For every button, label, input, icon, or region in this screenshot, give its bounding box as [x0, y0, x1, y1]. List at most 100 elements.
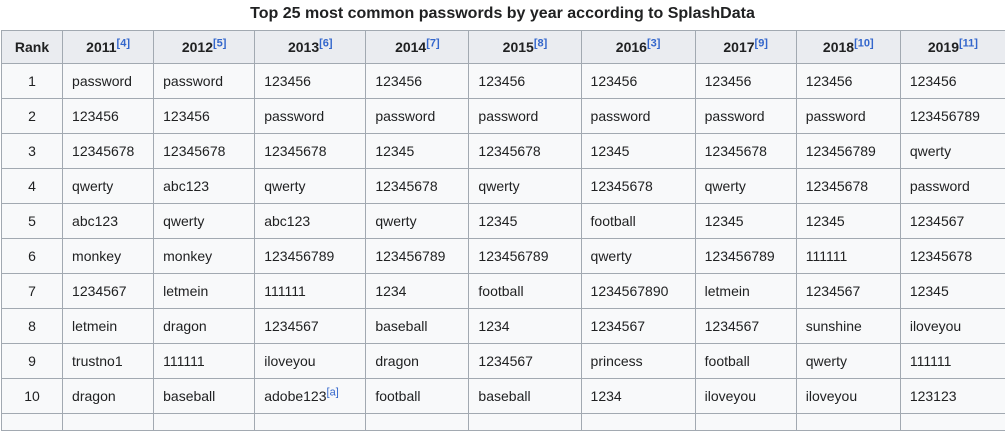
password-text: adobe123	[264, 388, 326, 404]
password-cell: 123456	[255, 64, 366, 99]
password-cell: monkey	[63, 239, 154, 274]
rank-cell: 8	[2, 309, 63, 344]
column-header-label: 2018	[823, 39, 854, 55]
password-cell: 123456	[63, 99, 154, 134]
footnote-superscript: [3]	[647, 37, 660, 49]
rank-cell: 2	[2, 99, 63, 134]
password-cell	[900, 414, 1005, 431]
password-cell: abc123	[154, 169, 255, 204]
password-cell: letmein	[695, 274, 796, 309]
password-cell: password	[900, 169, 1005, 204]
password-cell: 1234567	[695, 309, 796, 344]
password-cell: password	[154, 64, 255, 99]
footnote-ref-link[interactable]: [5]	[213, 37, 226, 49]
column-header-label: Rank	[15, 39, 49, 55]
rank-cell: 4	[2, 169, 63, 204]
password-cell	[581, 414, 695, 431]
column-header-2014: 2014[7]	[366, 31, 469, 64]
password-cell: monkey	[154, 239, 255, 274]
rank-cell: 3	[2, 134, 63, 169]
password-cell: dragon	[366, 344, 469, 379]
footnote-ref-link[interactable]: [7]	[426, 37, 439, 49]
password-cell: 123456	[695, 64, 796, 99]
password-cell: 1234	[581, 379, 695, 414]
rank-cell: 1	[2, 64, 63, 99]
column-header-label: 2017	[723, 39, 754, 55]
password-cell: sunshine	[796, 309, 900, 344]
password-cell: password	[63, 64, 154, 99]
password-cell: 111111	[154, 344, 255, 379]
password-cell: 123123	[900, 379, 1005, 414]
footnote-superscript: [4]	[117, 37, 130, 49]
password-cell: 123456	[796, 64, 900, 99]
password-cell: qwerty	[366, 204, 469, 239]
password-cell: 12345	[581, 134, 695, 169]
password-cell: 1234567	[581, 309, 695, 344]
password-cell: 123456	[900, 64, 1005, 99]
password-cell: 1234567890	[581, 274, 695, 309]
password-cell: iloveyou	[900, 309, 1005, 344]
footnote-ref-link[interactable]: [10]	[854, 37, 874, 49]
password-cell: 1234567	[255, 309, 366, 344]
password-cell: baseball	[366, 309, 469, 344]
footnote-ref-link[interactable]: [11]	[959, 37, 978, 49]
password-cell: 111111	[900, 344, 1005, 379]
password-cell: 123456789	[900, 99, 1005, 134]
column-header-label: 2012	[182, 39, 213, 55]
column-header-label: 2013	[288, 39, 319, 55]
password-cell: 12345678	[900, 239, 1005, 274]
password-cell: iloveyou	[695, 379, 796, 414]
footnote-ref-link[interactable]: [8]	[534, 37, 547, 49]
password-cell: trustno1	[63, 344, 154, 379]
footnote-ref-link[interactable]: [9]	[755, 37, 768, 49]
column-header-2013: 2013[6]	[255, 31, 366, 64]
password-cell: letmein	[154, 274, 255, 309]
rank-cell: 9	[2, 344, 63, 379]
password-cell: password	[796, 99, 900, 134]
password-cell: qwerty	[695, 169, 796, 204]
password-cell: 1234567	[900, 204, 1005, 239]
password-cell: qwerty	[154, 204, 255, 239]
password-cell: 1234	[469, 309, 581, 344]
password-cell: football	[581, 204, 695, 239]
footnote-superscript: [11]	[959, 37, 978, 49]
footnote-superscript: [6]	[319, 37, 332, 49]
footnote-superscript: [a]	[327, 386, 339, 398]
footnote-superscript: [7]	[426, 37, 439, 49]
footnote-ref-link[interactable]: [6]	[319, 37, 332, 49]
column-header-label: 2016	[616, 39, 647, 55]
password-cell: 12345678	[63, 134, 154, 169]
footnote-superscript: [5]	[213, 37, 226, 49]
password-cell: 1234567	[796, 274, 900, 309]
password-cell	[695, 414, 796, 431]
password-cell: qwerty	[255, 169, 366, 204]
password-cell: 123456	[154, 99, 255, 134]
column-header-2017: 2017[9]	[695, 31, 796, 64]
password-cell: 12345	[695, 204, 796, 239]
column-header-2011: 2011[4]	[63, 31, 154, 64]
footnote-ref-link[interactable]: [4]	[117, 37, 130, 49]
password-cell: 123456789	[695, 239, 796, 274]
password-cell: password	[366, 99, 469, 134]
footnote-ref-link[interactable]: [a]	[327, 386, 339, 398]
password-cell: qwerty	[796, 344, 900, 379]
password-cell: qwerty	[900, 134, 1005, 169]
password-cell	[154, 414, 255, 431]
password-cell: 12345678	[255, 134, 366, 169]
password-cell: iloveyou	[255, 344, 366, 379]
password-cell: baseball	[469, 379, 581, 414]
password-cell: 12345	[366, 134, 469, 169]
password-cell: abc123	[255, 204, 366, 239]
footnote-ref-link[interactable]: [3]	[647, 37, 660, 49]
password-cell: qwerty	[469, 169, 581, 204]
password-cell: 1234	[366, 274, 469, 309]
